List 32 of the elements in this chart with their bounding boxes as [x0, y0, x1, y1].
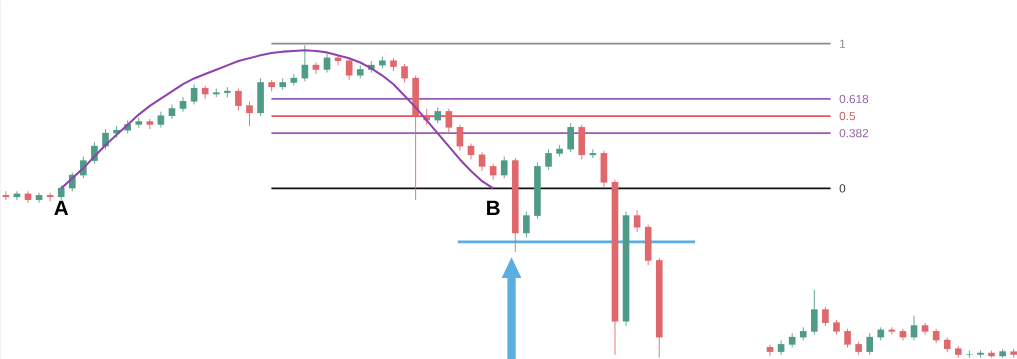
candlestick [844, 328, 851, 348]
candlestick [235, 87, 242, 111]
annotation: A [54, 200, 69, 215]
candlestick [500, 155, 508, 179]
candlestick [46, 192, 54, 202]
candlestick [179, 96, 187, 112]
candlestick [545, 148, 552, 170]
y-tick-label: 1 [840, 39, 846, 48]
candlestick [445, 108, 453, 133]
candlestick [345, 57, 353, 81]
candlestick [777, 339, 785, 356]
candlestick [811, 289, 818, 335]
candlestick [866, 332, 874, 356]
candlestick [168, 103, 176, 120]
candlestick [966, 349, 973, 358]
candlestick [766, 344, 774, 357]
candlestick [190, 83, 198, 105]
candlestick [977, 349, 984, 358]
candlestick [921, 322, 929, 335]
candlestick [523, 210, 530, 238]
y-tick-label: 0.382 [839, 128, 869, 138]
candlestick [246, 100, 253, 127]
candlestick [35, 192, 43, 204]
candlestick [401, 63, 408, 84]
y-tick-label: 0 [839, 184, 846, 193]
y-tick-label: 0.5 [839, 111, 856, 121]
annotation: B [487, 200, 500, 215]
candlestick [312, 61, 320, 75]
candlestick [888, 326, 896, 335]
candlestick [822, 306, 829, 327]
candlestick [567, 122, 574, 153]
y-tick-label: 0.618 [839, 94, 869, 103]
